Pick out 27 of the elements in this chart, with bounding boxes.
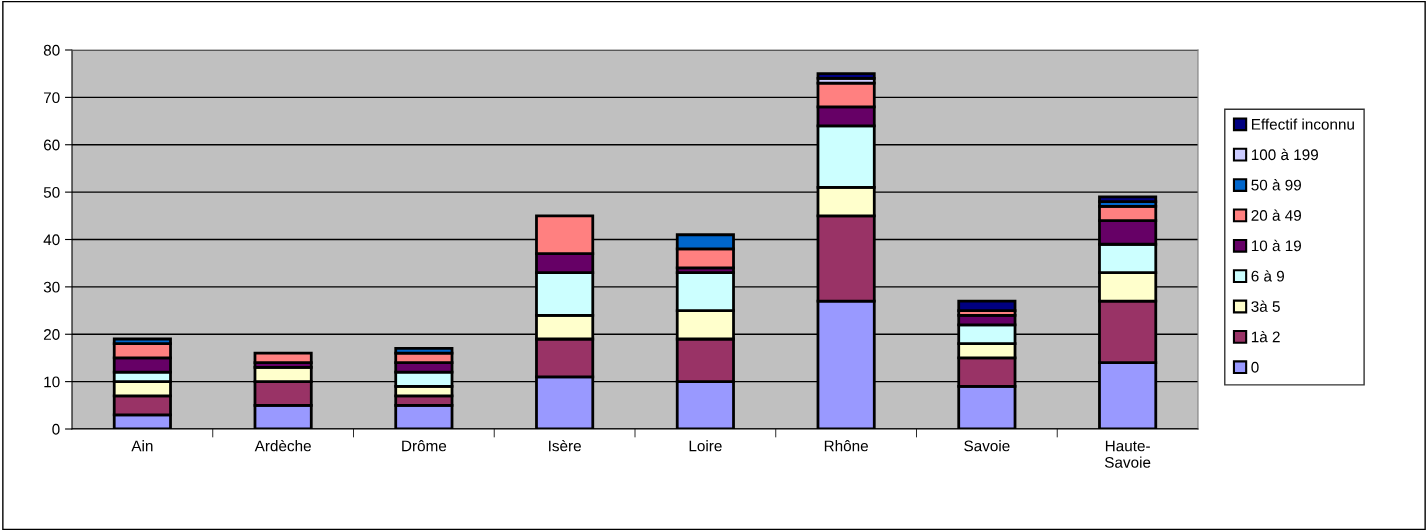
x-tick-label: Loire xyxy=(689,440,722,452)
legend-label: 10 à 19 xyxy=(1251,239,1301,252)
legend-label: 50 à 99 xyxy=(1251,179,1301,191)
x-tick-label: Haute- Savoie xyxy=(1104,440,1151,468)
x-tick-label: Ardèche xyxy=(254,439,311,452)
legend-label: 3à 5 xyxy=(1251,300,1280,312)
x-tick-label: Ain xyxy=(131,440,153,452)
legend-label: 6 à 9 xyxy=(1251,270,1285,282)
y-tick-label: 30 xyxy=(43,281,60,293)
y-tick-label: 40 xyxy=(43,234,60,246)
legend-label: Effectif inconnu xyxy=(1252,118,1354,130)
legend-label: 100 à 199 xyxy=(1251,148,1318,161)
legend-label: 1à 2 xyxy=(1251,330,1280,343)
legend-label: 0 xyxy=(1251,361,1259,373)
y-tick-label: 60 xyxy=(43,139,60,151)
legend-label: 20 à 49 xyxy=(1251,209,1301,221)
y-tick-label: 10 xyxy=(44,376,60,388)
x-tick-label: Drôme xyxy=(402,440,447,452)
y-tick-label: 70 xyxy=(43,92,60,104)
y-tick-label: 20 xyxy=(43,329,60,340)
y-tick-label: 80 xyxy=(43,44,60,56)
y-tick-label: 0 xyxy=(52,423,60,435)
bar xyxy=(253,351,313,365)
x-tick-label: Savoie xyxy=(964,440,1010,452)
x-tick-label: Rhône xyxy=(824,440,868,452)
x-tick-label: Isère xyxy=(549,439,581,452)
y-tick-label: 50 xyxy=(43,186,60,198)
